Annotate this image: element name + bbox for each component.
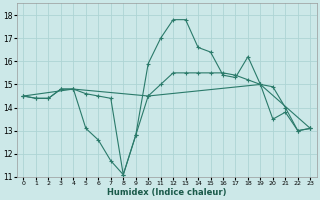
X-axis label: Humidex (Indice chaleur): Humidex (Indice chaleur) <box>107 188 227 197</box>
